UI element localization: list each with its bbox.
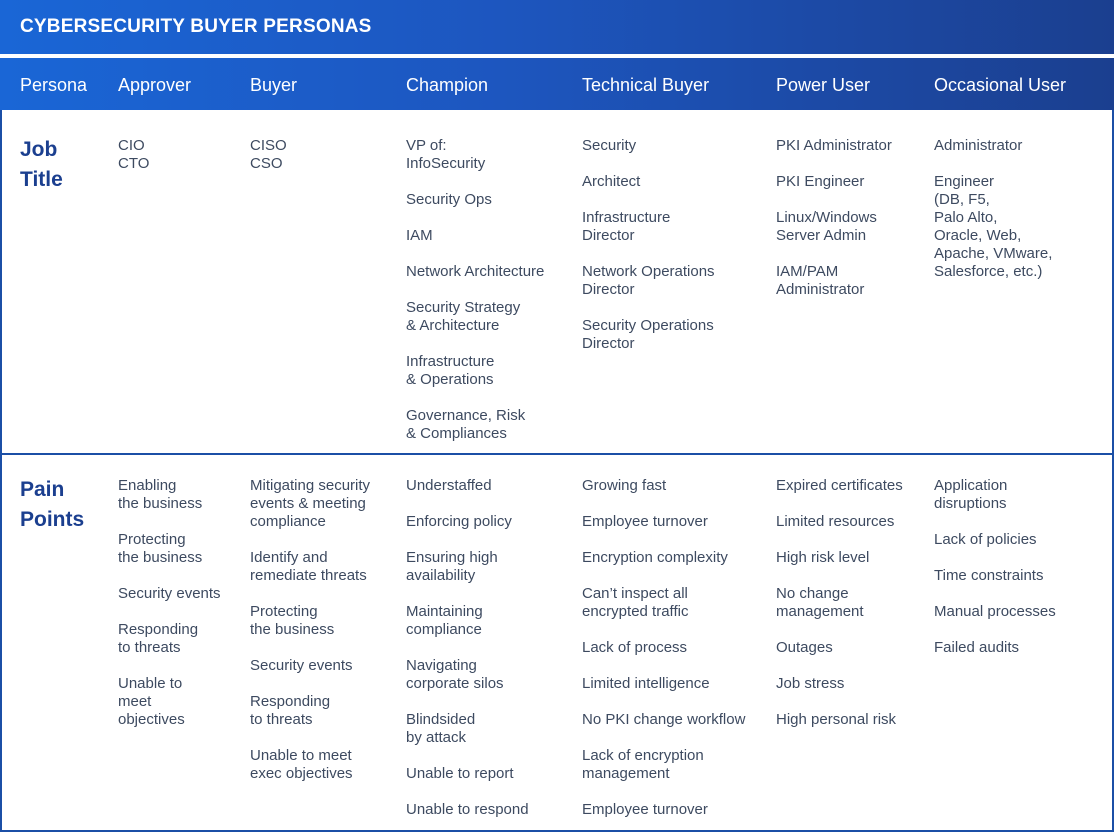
list-item: IAM [406,227,433,244]
list-item: Unable to report [406,765,514,782]
header-champion: Champion [406,75,489,95]
list-item: No change management [776,585,864,620]
list-item: CISO CSO [250,137,287,172]
list-item: PKI Administrator [776,137,892,154]
row-label-pain-points: Pain Points [20,478,85,531]
list-item: Security events [250,657,353,674]
list-item: Mitigating security events & meeting com… [250,477,371,530]
list-item: Understaffed [406,477,492,494]
list-item: Unable to meet objectives [118,675,185,728]
list-item: Navigating corporate silos [406,657,504,692]
list-item: Job stress [776,675,845,692]
list-item: IAM/PAM Administrator [776,263,865,298]
row-divider [0,453,1114,455]
list-item: Architect [582,173,641,190]
header-power-user: Power User [776,75,871,95]
list-item: PKI Engineer [776,173,865,190]
list-item: VP of: InfoSecurity [406,137,486,172]
list-item: Can’t inspect all encrypted traffic [582,585,689,620]
list-item: Infrastructure & Operations [406,353,495,388]
list-item: Lack of encryption management [582,747,704,782]
list-item: Protecting the business [118,531,203,566]
list-item: Responding to threats [118,621,199,656]
list-item: Manual processes [934,603,1056,620]
list-item: Enforcing policy [406,513,512,530]
job-title-column-buyer: CISO CSO [250,137,400,191]
list-item: Time constraints [934,567,1044,584]
list-item: Employee turnover [582,513,708,530]
job-title-column-power-user: PKI Administrator PKI Engineer Linux/Windo… [776,137,926,317]
list-item: Security Ops [406,191,492,208]
list-item: Growing fast [582,477,667,494]
header-persona: Persona [20,75,88,95]
list-item: Security [582,137,637,154]
list-item: Expired certificates [776,477,903,494]
list-item: Protecting the business [250,603,335,638]
row-label-job-title: Job Title [20,138,63,191]
pain-points-column-approver: Enabling the business Protecting the busi… [118,477,243,747]
list-item: Outages [776,639,833,656]
list-item: Network Architecture [406,263,545,280]
job-title-column-champion: VP of: InfoSecurity Security Ops IAM Networ… [406,137,576,461]
list-item: Unable to respond [406,801,529,818]
pain-points-column-occasional-user: Application disruptions Lack of policies T… [934,477,1104,675]
list-item: Encryption complexity [582,549,728,566]
list-item: Linux/Windows Server Admin [776,209,877,244]
list-item: Security Strategy & Architecture [406,299,521,334]
list-item: Failed audits [934,639,1020,656]
header-occasional-user: Occasional User [934,75,1067,95]
list-item: Administrator [934,137,1023,154]
list-item: Responding to threats [250,693,331,728]
list-item: Engineer (DB, F5, Palo Alto, Oracle, Web… [934,173,1053,280]
header-technical-buyer: Technical Buyer [582,75,710,95]
list-item: Network Operations Director [582,263,715,298]
pain-points-column-technical-buyer: Growing fast Employee turnover Encryption … [582,477,772,837]
list-item: Security events [118,585,221,602]
list-item: Employee turnover [582,801,708,818]
list-item: Lack of process [582,639,688,656]
job-title-column-technical-buyer: Security Architect Infrastructure Director… [582,137,772,371]
list-item: High personal risk [776,711,897,728]
list-item: Unable to meet exec objectives [250,747,353,782]
list-item: Infrastructure Director [582,209,671,244]
list-item: Governance, Risk & Compliances [406,407,526,442]
table-header: Persona Approver Buyer Champion Technica… [0,58,1114,110]
list-item: CIO CTO [118,137,150,172]
job-title-column-approver: CIO CTO [118,137,243,191]
table-body [0,110,1114,832]
list-item: Application disruptions [934,477,1008,512]
list-item: Enabling the business [118,477,203,512]
pain-points-column-champion: Understaffed Enforcing policy Ensuring hig… [406,477,576,837]
list-item: Ensuring high availability [406,549,498,584]
list-item: No PKI change workflow [582,711,746,728]
job-title-column-occasional-user: Administrator Engineer (DB, F5, Palo Alto… [934,137,1104,299]
pain-points-column-power-user: Expired certificates Limited resources Hig… [776,477,926,747]
list-item: Security Operations Director [582,317,714,352]
header-approver: Approver [118,75,192,95]
header-buyer: Buyer [250,75,298,95]
list-item: High risk level [776,549,870,566]
list-item: Identify and remediate threats [250,549,367,584]
list-item: Limited intelligence [582,675,710,692]
list-item: Limited resources [776,513,895,530]
page-title: CYBERSECURITY BUYER PERSONAS [0,0,1114,54]
list-item: Lack of policies [934,531,1037,548]
list-item: Blindsided by attack [406,711,476,746]
list-item: Maintaining compliance [406,603,483,638]
pain-points-column-buyer: Mitigating security events & meeting com… [250,477,400,801]
